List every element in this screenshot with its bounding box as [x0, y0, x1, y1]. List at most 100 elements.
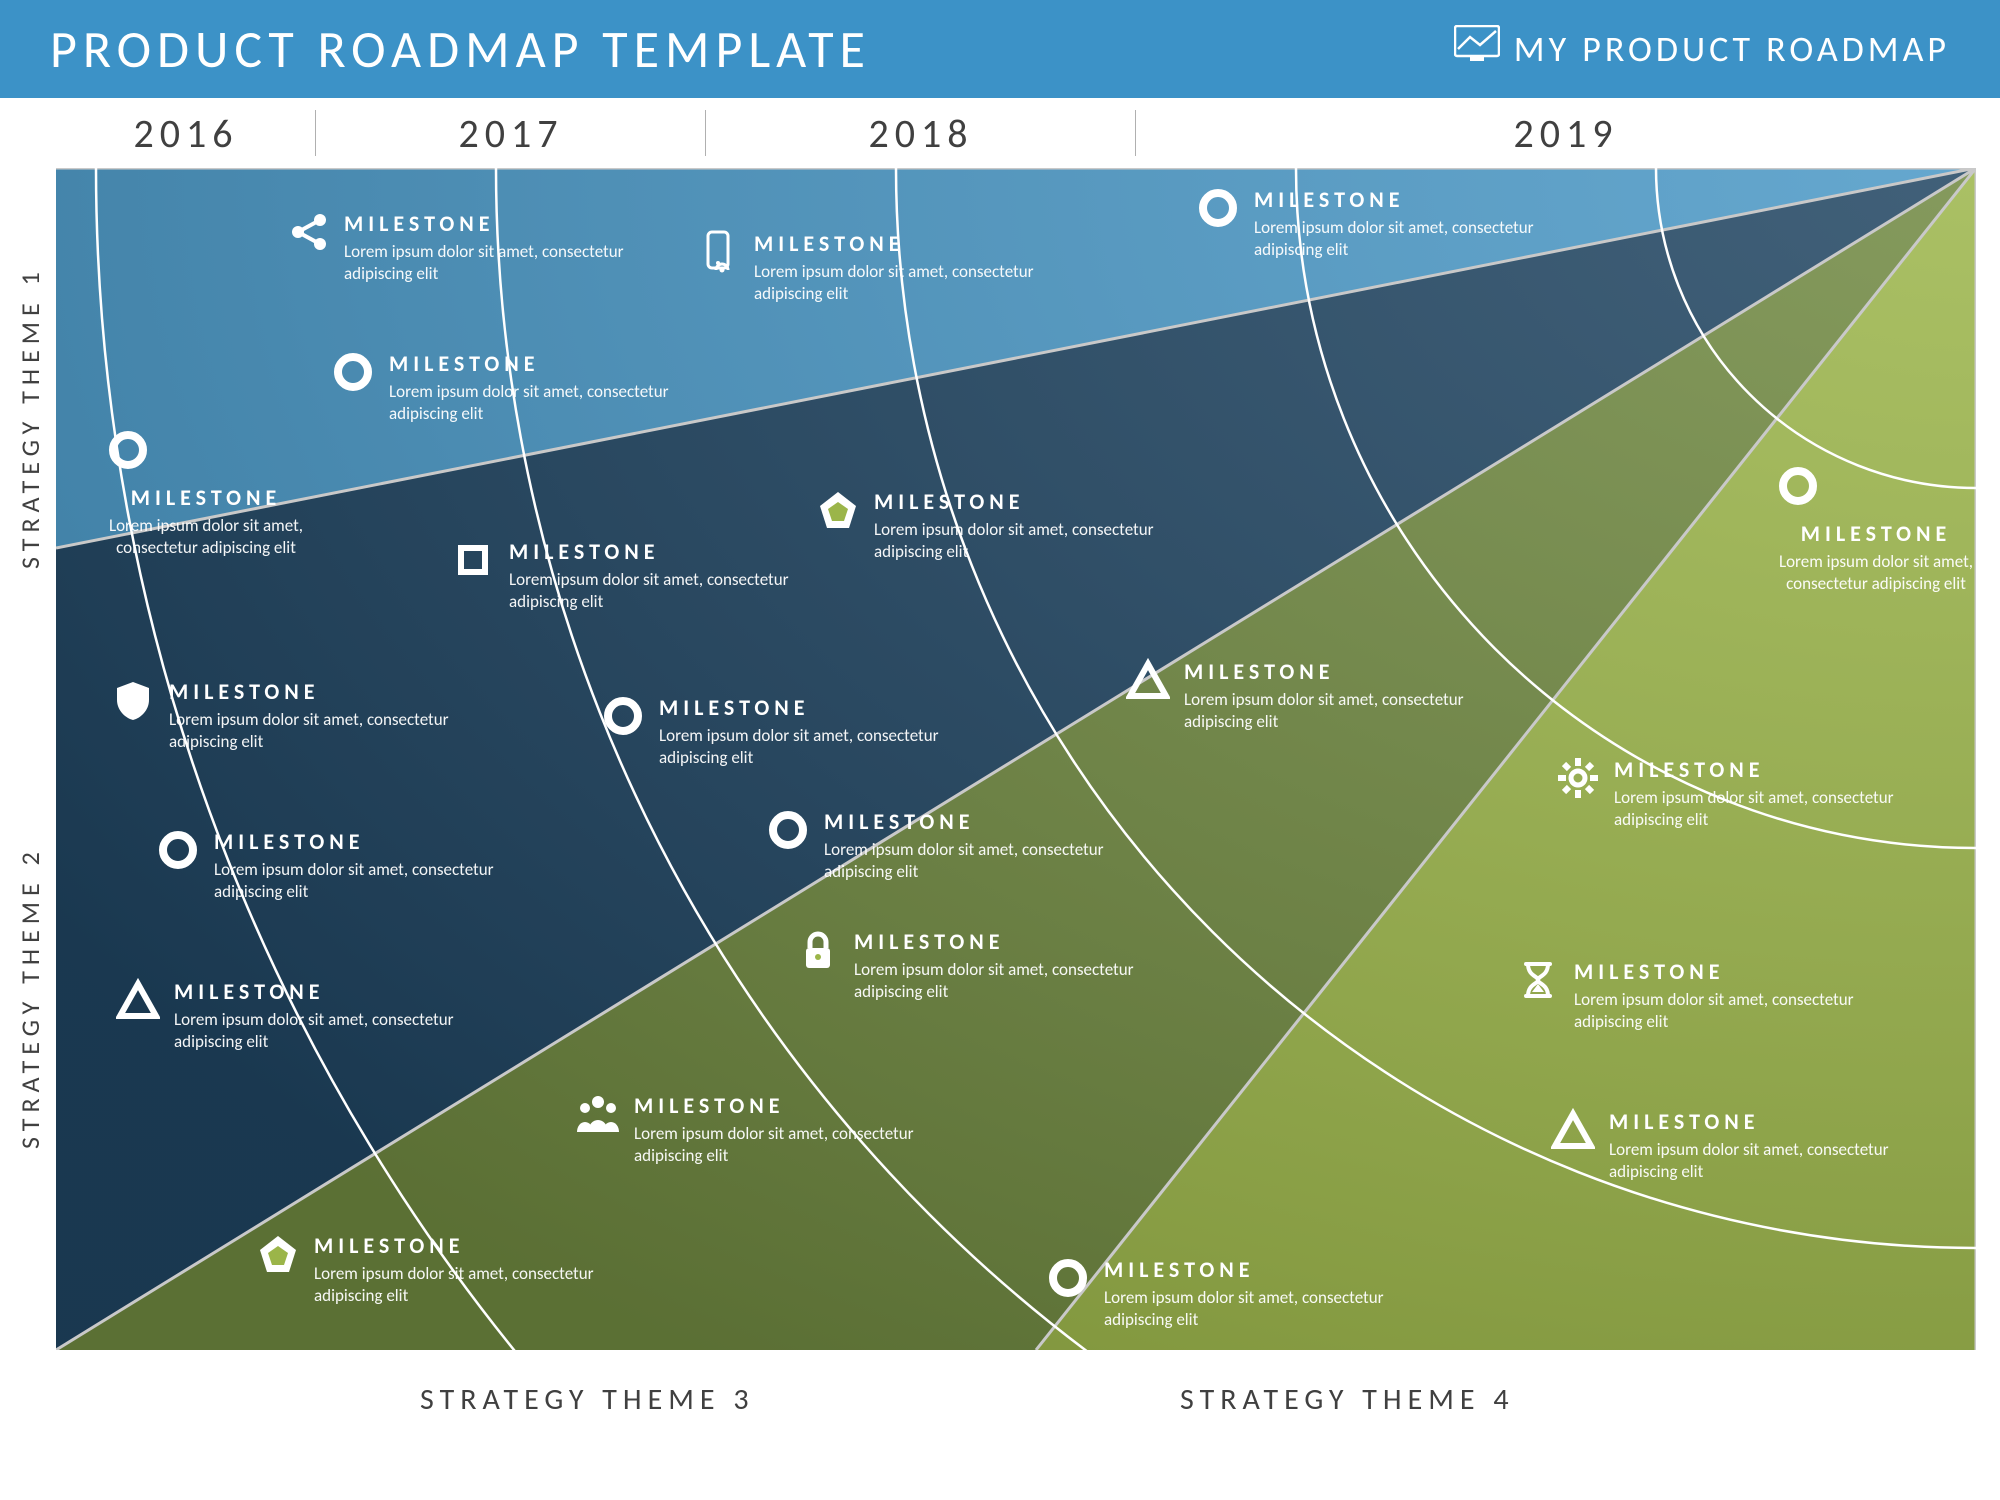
milestone-title: MILESTONE	[1614, 756, 1914, 783]
roadmap-stage: MILESTONE Lorem ipsum dolor sit amet, con…	[0, 168, 2000, 1430]
milestone-desc: Lorem ipsum dolor sit amet, consectetur …	[1614, 787, 1914, 831]
milestone-2: MILESTONE Lorem ipsum dolor sit amet, con…	[1196, 186, 1574, 261]
lock-icon	[796, 928, 840, 972]
milestone-13: MILESTONE Lorem ipsum dolor sit amet, con…	[1556, 756, 1914, 831]
milestone-12: MILESTONE Lorem ipsum dolor sit amet, con…	[766, 808, 1124, 883]
years-row: 2016201720182019	[0, 98, 2000, 168]
ring-icon	[601, 694, 645, 738]
people-icon	[576, 1092, 620, 1136]
milestone-desc: Lorem ipsum dolor sit amet, consectetur …	[1104, 1287, 1404, 1331]
milestone-title: MILESTONE	[174, 978, 474, 1005]
pentagon-icon	[256, 1232, 300, 1276]
milestone-title: MILESTONE	[754, 230, 1054, 257]
milestone-5: MILESTONE Lorem ipsum dolor sit amet, con…	[451, 538, 809, 613]
milestone-17: MILESTONE Lorem ipsum dolor sit amet, con…	[576, 1092, 934, 1167]
milestone-9: MILESTONE Lorem ipsum dolor sit amet, con…	[601, 694, 959, 769]
ring-icon	[156, 828, 200, 872]
phone-icon	[696, 230, 740, 274]
header-bar: PRODUCT ROADMAP TEMPLATE MY PRODUCT ROAD…	[0, 0, 2000, 98]
milestone-title: MILESTONE	[1184, 658, 1484, 685]
ring-icon	[1854, 464, 1898, 508]
milestone-desc: Lorem ipsum dolor sit amet, consectetur …	[314, 1263, 614, 1307]
triangle-icon	[116, 978, 160, 1022]
milestone-title: MILESTONE	[1801, 520, 1952, 547]
milestone-6: MILESTONE Lorem ipsum dolor sit amet, con…	[816, 488, 1174, 563]
milestone-desc: Lorem ipsum dolor sit amet, consectetur …	[824, 839, 1124, 883]
milestone-desc: Lorem ipsum dolor sit amet, consectetur …	[1609, 1139, 1909, 1183]
milestone-desc: Lorem ipsum dolor sit amet, consectetur …	[1574, 989, 1874, 1033]
year-2018: 2018	[706, 98, 1136, 168]
year-2019: 2019	[1136, 98, 1996, 168]
milestone-desc: Lorem ipsum dolor sit amet, consectetur …	[1184, 689, 1484, 733]
milestone-desc: Lorem ipsum dolor sit amet, consectetur …	[389, 381, 689, 425]
milestone-15: MILESTONE Lorem ipsum dolor sit amet, con…	[116, 978, 474, 1053]
milestone-desc: Lorem ipsum dolor sit amet, consectetur …	[214, 859, 514, 903]
milestone-title: MILESTONE	[1609, 1108, 1909, 1135]
shield-icon	[111, 678, 155, 722]
milestone-desc: Lorem ipsum dolor sit amet, consectetur …	[1776, 551, 1976, 595]
milestone-8: MILESTONE Lorem ipsum dolor sit amet, con…	[111, 678, 469, 753]
ring-icon	[1196, 186, 1240, 230]
milestone-desc: Lorem ipsum dolor sit amet, consectetur …	[854, 959, 1154, 1003]
milestone-7: MILESTONE Lorem ipsum dolor sit amet, con…	[1776, 464, 1976, 595]
milestone-14: MILESTONE Lorem ipsum dolor sit amet, con…	[796, 928, 1154, 1003]
milestone-10: MILESTONE Lorem ipsum dolor sit amet, con…	[1126, 658, 1484, 733]
milestone-11: MILESTONE Lorem ipsum dolor sit amet, con…	[156, 828, 514, 903]
ring-icon	[184, 428, 228, 472]
milestone-title: MILESTONE	[314, 1232, 614, 1259]
milestone-title: MILESTONE	[509, 538, 809, 565]
theme-label-bottom-2: STRATEGY THEME 4	[1180, 1381, 1515, 1418]
roadmap-canvas: MILESTONE Lorem ipsum dolor sit amet, con…	[56, 168, 1976, 1350]
ring-icon	[331, 350, 375, 394]
page-title: PRODUCT ROADMAP TEMPLATE	[50, 17, 871, 81]
milestone-20: MILESTONE Lorem ipsum dolor sit amet, con…	[1046, 1256, 1404, 1331]
square-icon	[451, 538, 495, 582]
milestone-title: MILESTONE	[1254, 186, 1574, 213]
brand: MY PRODUCT ROADMAP	[1454, 25, 1950, 73]
milestone-desc: Lorem ipsum dolor sit amet, consectetur …	[1254, 217, 1574, 261]
theme-label-left-1: STRATEGY THEME 1	[14, 258, 46, 578]
ring-icon	[1046, 1256, 1090, 1300]
milestone-desc: Lorem ipsum dolor sit amet, consectetur …	[169, 709, 469, 753]
milestone-title: MILESTONE	[1104, 1256, 1404, 1283]
milestone-title: MILESTONE	[854, 928, 1154, 955]
milestone-18: MILESTONE Lorem ipsum dolor sit amet, con…	[1551, 1108, 1909, 1183]
year-2016: 2016	[56, 98, 316, 168]
milestone-title: MILESTONE	[824, 808, 1124, 835]
milestone-title: MILESTONE	[659, 694, 959, 721]
pentagon-icon	[816, 488, 860, 532]
milestone-0: MILESTONE Lorem ipsum dolor sit amet, con…	[286, 210, 644, 285]
milestone-desc: Lorem ipsum dolor sit amet, consectetur …	[174, 1009, 474, 1053]
hourglass-icon	[1516, 958, 1560, 1002]
milestone-title: MILESTONE	[634, 1092, 934, 1119]
triangle-icon	[1551, 1108, 1595, 1152]
milestone-desc: Lorem ipsum dolor sit amet, consectetur …	[344, 241, 644, 285]
milestone-title: MILESTONE	[344, 210, 644, 237]
milestone-desc: Lorem ipsum dolor sit amet, consectetur …	[634, 1123, 934, 1167]
ring-icon	[766, 808, 810, 852]
milestone-desc: Lorem ipsum dolor sit amet, consectetur …	[754, 261, 1054, 305]
milestone-3: MILESTONE Lorem ipsum dolor sit amet, con…	[331, 350, 689, 425]
milestone-1: MILESTONE Lorem ipsum dolor sit amet, con…	[696, 230, 1054, 305]
year-2017: 2017	[316, 98, 706, 168]
milestone-title: MILESTONE	[874, 488, 1174, 515]
milestone-16: MILESTONE Lorem ipsum dolor sit amet, con…	[1516, 958, 1874, 1033]
milestone-desc: Lorem ipsum dolor sit amet, consectetur …	[874, 519, 1174, 563]
brand-logo-icon	[1454, 25, 1500, 73]
milestone-4: MILESTONE Lorem ipsum dolor sit amet, con…	[106, 428, 306, 559]
milestone-19: MILESTONE Lorem ipsum dolor sit amet, con…	[256, 1232, 614, 1307]
milestone-desc: Lorem ipsum dolor sit amet, consectetur …	[659, 725, 959, 769]
milestone-title: MILESTONE	[131, 484, 282, 511]
milestone-desc: Lorem ipsum dolor sit amet, consectetur …	[509, 569, 809, 613]
brand-text: MY PRODUCT ROADMAP	[1514, 27, 1950, 71]
theme-label-left-2: STRATEGY THEME 2	[14, 838, 46, 1158]
triangle-icon	[1126, 658, 1170, 702]
milestone-title: MILESTONE	[169, 678, 469, 705]
gear-icon	[1556, 756, 1600, 800]
milestone-desc: Lorem ipsum dolor sit amet, consectetur …	[106, 515, 306, 559]
milestone-title: MILESTONE	[389, 350, 689, 377]
milestone-title: MILESTONE	[1574, 958, 1874, 985]
theme-label-bottom-1: STRATEGY THEME 3	[420, 1381, 755, 1418]
share-icon	[286, 210, 330, 254]
milestone-title: MILESTONE	[214, 828, 514, 855]
